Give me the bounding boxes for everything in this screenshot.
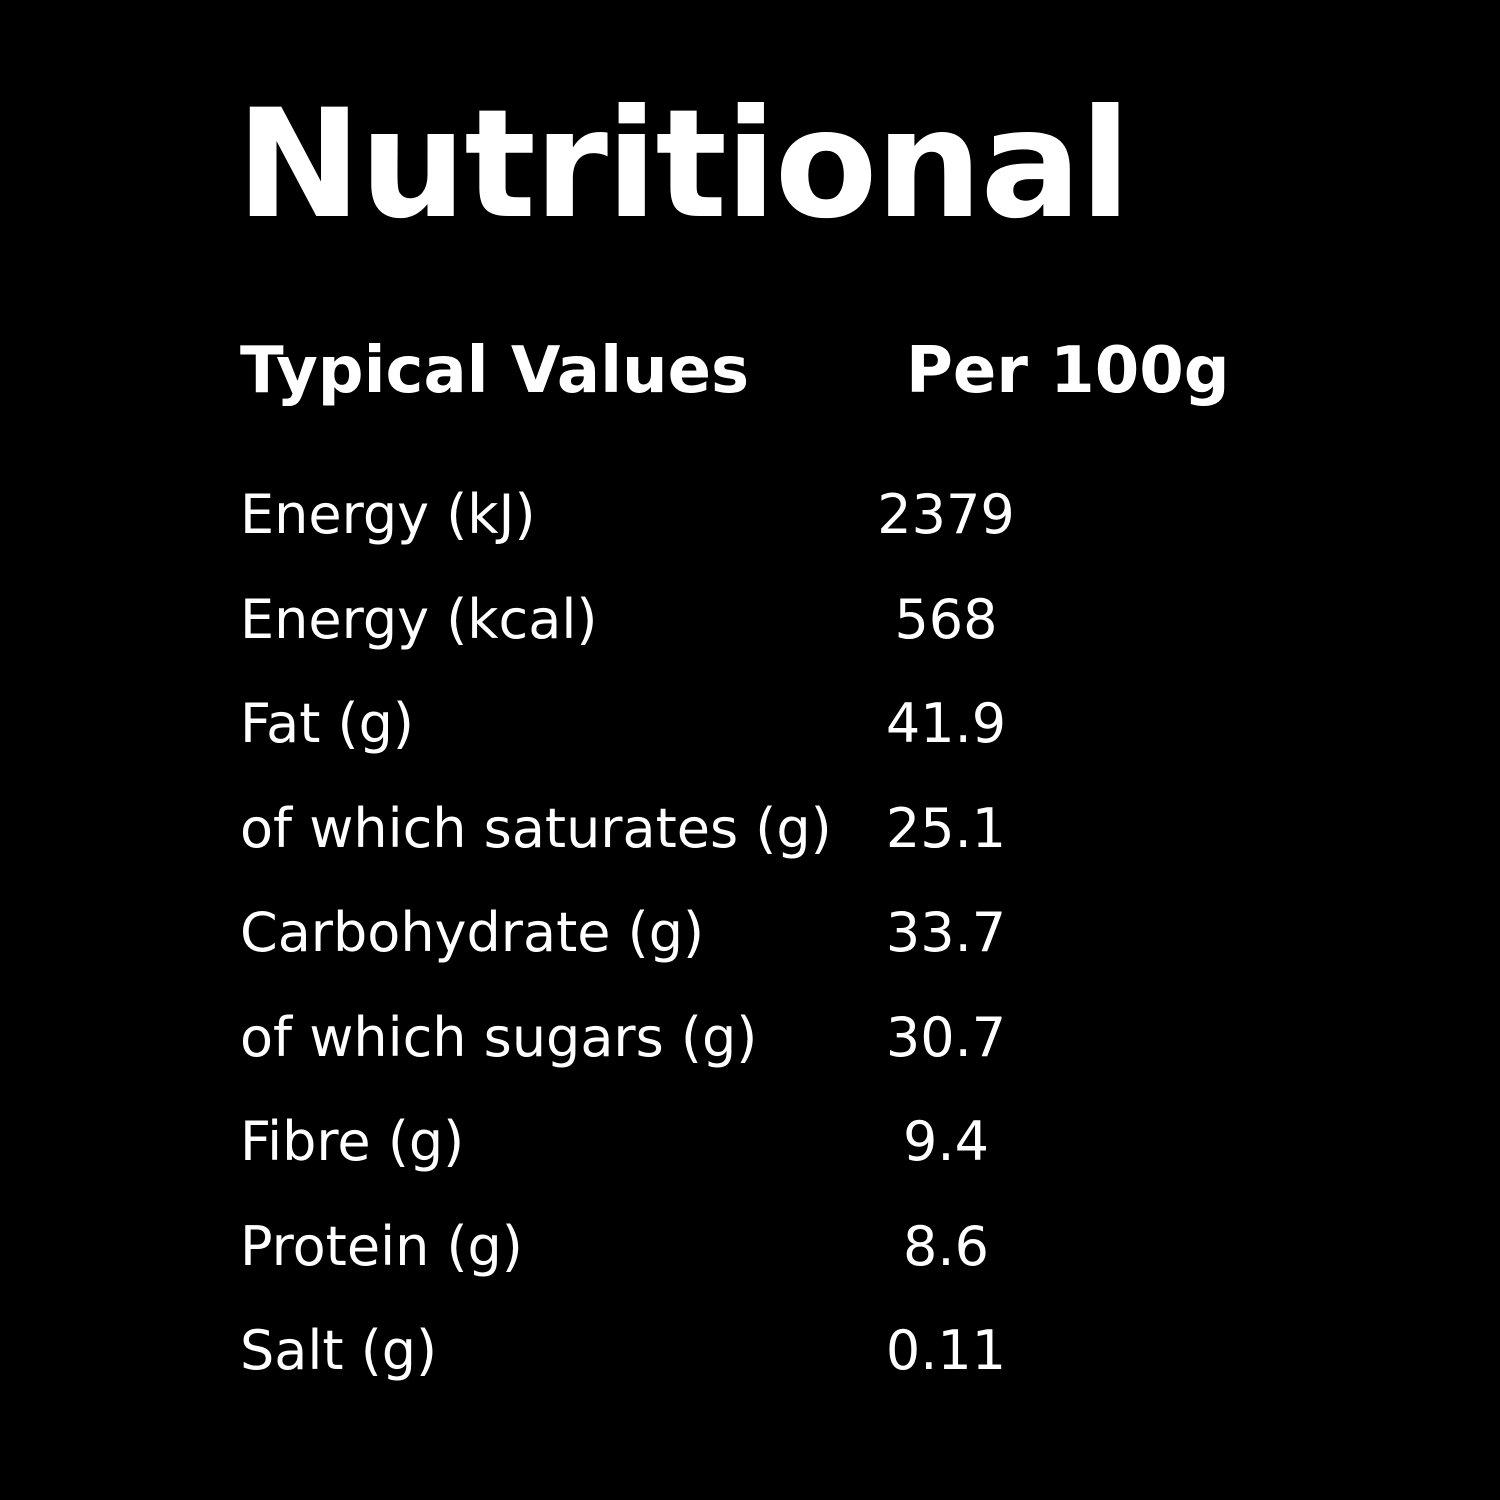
table-row: of which saturates (g) 25.1 bbox=[240, 777, 1240, 882]
nutrition-table: Energy (kJ) 2379 Energy (kcal) 568 Fat (… bbox=[240, 463, 1240, 1404]
row-value: 8.6 bbox=[903, 1214, 989, 1278]
row-value: 9.4 bbox=[903, 1110, 989, 1173]
table-row: Fat (g) 41.9 bbox=[240, 672, 1240, 777]
row-value: 2379 bbox=[877, 483, 1015, 546]
row-value: 30.7 bbox=[885, 1005, 1007, 1069]
row-value: 25.1 bbox=[885, 796, 1007, 860]
table-header: Typical Values Per 100g bbox=[240, 326, 1240, 416]
row-value: 0.11 bbox=[885, 1319, 1007, 1382]
table-row: of which sugars (g) 30.7 bbox=[240, 986, 1240, 1091]
row-label: Salt (g) bbox=[240, 1319, 438, 1382]
table-row: Protein (g) 8.6 bbox=[240, 1195, 1240, 1300]
row-label: Carbohydrate (g) bbox=[240, 901, 705, 964]
row-value: 41.9 bbox=[885, 692, 1007, 755]
row-label: of which saturates (g) bbox=[240, 796, 832, 860]
table-row: Carbohydrate (g) 33.7 bbox=[240, 881, 1240, 986]
row-value: 568 bbox=[894, 587, 998, 651]
row-label: Energy (kcal) bbox=[240, 587, 598, 651]
row-label: Fibre (g) bbox=[240, 1110, 465, 1173]
row-label: of which sugars (g) bbox=[240, 1005, 758, 1069]
row-label: Energy (kJ) bbox=[240, 483, 536, 546]
table-row: Energy (kJ) 2379 bbox=[240, 463, 1240, 568]
header-value: Per 100g bbox=[906, 334, 1230, 408]
row-label: Fat (g) bbox=[240, 692, 414, 755]
table-row: Energy (kcal) 568 bbox=[240, 568, 1240, 673]
header-label: Typical Values bbox=[240, 334, 750, 408]
row-label: Protein (g) bbox=[240, 1214, 523, 1278]
row-value: 33.7 bbox=[885, 901, 1007, 964]
table-row: Salt (g) 0.11 bbox=[240, 1299, 1240, 1404]
table-row: Fibre (g) 9.4 bbox=[240, 1090, 1240, 1195]
page-title: Nutritional bbox=[236, 78, 1131, 252]
